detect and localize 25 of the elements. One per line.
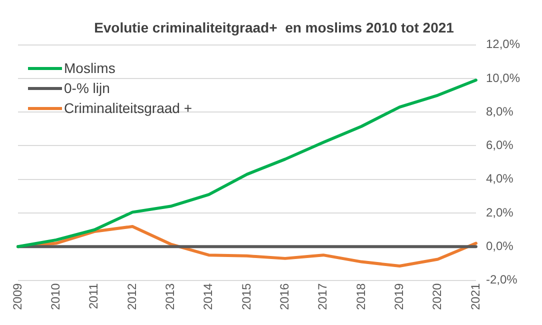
x-tick-label: 2016	[277, 282, 292, 310]
x-tick-label: 2013	[162, 282, 177, 310]
x-tick-label: 2010	[48, 282, 62, 310]
legend-label: Criminaliteitsgraad +	[64, 99, 192, 118]
y-tick-label: 6,0%	[486, 138, 514, 152]
chart-title: Evolutie criminaliteitgraad+ en moslims 2010 tot 2021	[94, 19, 454, 36]
x-tick-label: 2021	[468, 282, 482, 310]
x-tick-label: 2020	[430, 282, 444, 310]
y-tick-label: 4,0%	[486, 172, 514, 186]
x-tick-label: 2009	[10, 282, 24, 310]
y-tick-label: 0,0%	[486, 238, 514, 253]
x-tick-label: 2012	[124, 282, 139, 310]
legend-label: 0-% lijn	[64, 79, 110, 98]
y-tick-label: 10,0%	[486, 70, 520, 85]
y-tick-label: 12,0%	[486, 37, 520, 52]
x-tick-label: 2015	[239, 282, 254, 310]
y-tick-label: 2,0%	[486, 205, 514, 220]
x-tick-label: 2011	[86, 282, 101, 310]
legend-label: Moslims	[64, 59, 116, 78]
x-tick-label: 2014	[201, 282, 216, 310]
x-tick-label: 2017	[316, 282, 330, 310]
y-tick-label: 8,0%	[486, 104, 514, 118]
x-tick-label: 2019	[392, 282, 406, 310]
x-tick-label: 2018	[354, 282, 368, 310]
y-tick-label: -2,0%	[486, 272, 518, 287]
